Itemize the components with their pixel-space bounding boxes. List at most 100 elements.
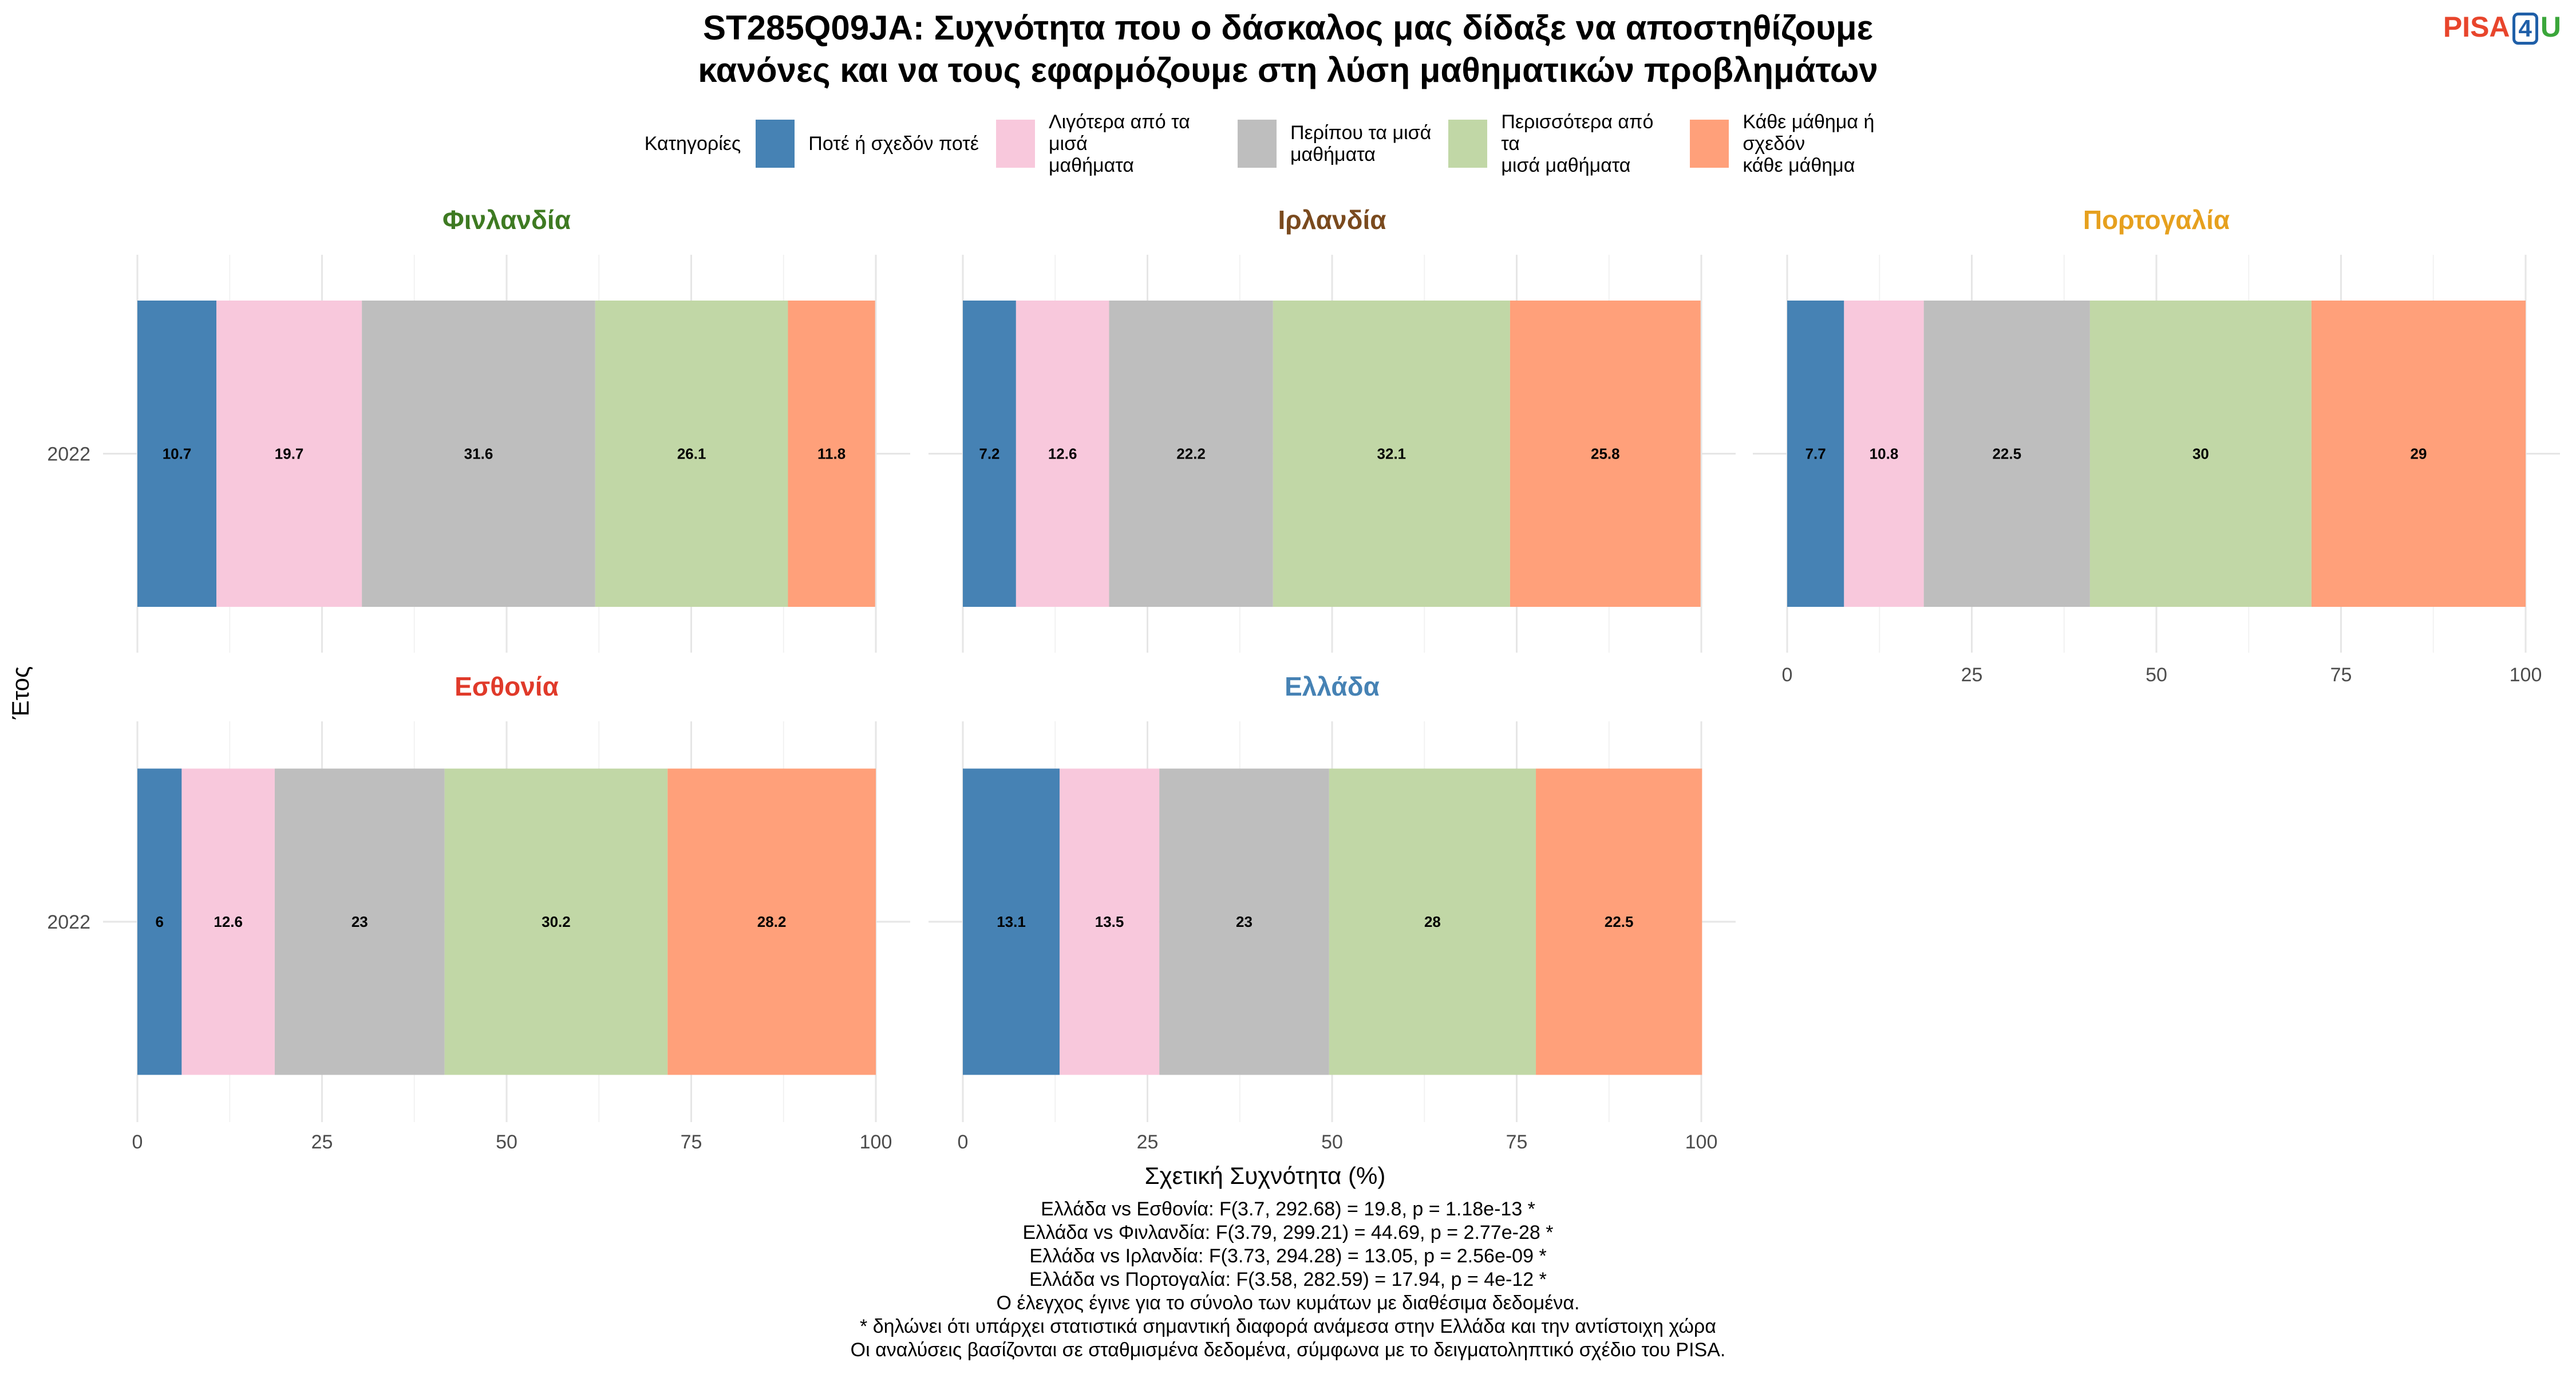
x-tick-label: 0 bbox=[132, 1131, 143, 1153]
bar-segment bbox=[2311, 301, 2526, 607]
data-label: 31.6 bbox=[464, 445, 493, 463]
x-tick-label: 100 bbox=[1685, 1131, 1718, 1153]
legend-item-3: Περίπου τα μισά μαθήματα bbox=[1237, 120, 1432, 168]
data-label: 25.8 bbox=[1591, 445, 1620, 463]
bar-segment bbox=[216, 301, 362, 607]
data-label: 23 bbox=[351, 913, 368, 930]
facet-1: Φινλανδία 10.7 19.7 31.6 26.1 11.8 2022 bbox=[47, 205, 910, 653]
x-tick-label: 100 bbox=[2510, 664, 2542, 686]
bar-segment bbox=[1059, 768, 1160, 1075]
legend-label-3: Περίπου τα μισά μαθήματα bbox=[1290, 122, 1432, 165]
y-axis-title: Έτος bbox=[7, 666, 34, 720]
legend-item-5: Κάθε μάθημα ή σχεδόν κάθε μάθημα bbox=[1690, 111, 1914, 176]
data-label: 22.5 bbox=[1992, 445, 2021, 463]
x-tick-label: 75 bbox=[2330, 664, 2352, 686]
bar-segment bbox=[1510, 301, 1701, 607]
data-label: 13.1 bbox=[997, 913, 1026, 930]
x-tick-label: 25 bbox=[1961, 664, 1983, 686]
faceted-stacked-bar-chart: Φινλανδία 10.7 19.7 31.6 26.1 11.8 2022 Ιρλανδί… bbox=[7, 205, 2560, 1189]
data-label: 29 bbox=[2410, 445, 2427, 463]
legend-item-1: Ποτέ ή σχεδόν ποτέ bbox=[756, 120, 979, 168]
x-tick-label: 50 bbox=[496, 1131, 517, 1153]
bar-segment bbox=[274, 768, 445, 1075]
legend-label-4: Περισσότερα από τα μισά μαθήματα bbox=[1501, 111, 1654, 176]
footer-line-1: Ελλάδα vs Εσθονία: F(3.7, 292.68) = 19.8… bbox=[1041, 1198, 1535, 1220]
bar-segment bbox=[667, 768, 876, 1075]
facet-title: Ιρλανδία bbox=[1278, 205, 1386, 235]
legend-label-5: Κάθε μάθημα ή σχεδόν κάθε μάθημα bbox=[1743, 111, 1875, 176]
data-label: 12.6 bbox=[214, 913, 243, 930]
data-label: 12.6 bbox=[1048, 445, 1077, 463]
data-label: 28 bbox=[1424, 913, 1441, 930]
x-tick-label: 0 bbox=[958, 1131, 969, 1153]
chart-title-line-2: κανόνες και να τους εφαρμόζουμε στη λύση… bbox=[698, 51, 1878, 89]
y-tick-label: 2022 bbox=[47, 911, 90, 933]
legend-label-1: Ποτέ ή σχεδόν ποτέ bbox=[808, 133, 979, 155]
bar-segment bbox=[1109, 301, 1273, 607]
footer-line-6: * δηλώνει ότι υπάρχει στατιστικά σημαντι… bbox=[860, 1316, 1716, 1337]
facet-3: Πορτογαλία 7.7 10.8 22.5 30 29 0 25 50 75 100 bbox=[1753, 205, 2560, 686]
facet-title: Πορτογαλία bbox=[2083, 205, 2230, 235]
legend-key-3 bbox=[1237, 120, 1277, 168]
footer-line-5: Ο έλεγχος έγινε για το σύνολο των κυμάτω… bbox=[996, 1292, 1580, 1314]
bar-segment bbox=[2089, 301, 2312, 607]
x-tick-label: 75 bbox=[1506, 1131, 1528, 1153]
footer-line-7: Οι αναλύσεις βασίζονται σε σταθμισμένα δ… bbox=[850, 1339, 1726, 1361]
x-axis-title: Σχετική Συχνότητα (%) bbox=[1145, 1162, 1386, 1189]
bar-segment bbox=[1787, 301, 1844, 607]
bar-segment bbox=[788, 301, 875, 607]
footer-line-4: Ελλάδα vs Πορτογαλία: F(3.58, 282.59) = … bbox=[1029, 1269, 1547, 1290]
data-label: 10.7 bbox=[163, 445, 192, 463]
legend-item-2: Λιγότερα από τα μισά μαθήματα bbox=[995, 111, 1220, 176]
bar-segment bbox=[137, 768, 182, 1075]
data-label: 32.1 bbox=[1377, 445, 1406, 463]
data-label: 30 bbox=[2192, 445, 2209, 463]
facet-5: Ελλάδα 13.1 13.5 23 28 22.5 0 25 50 75 100 bbox=[929, 672, 1736, 1153]
bar-segment bbox=[963, 768, 1060, 1075]
bar-segment bbox=[1159, 768, 1329, 1075]
bar-segment bbox=[595, 301, 788, 607]
data-label: 22.2 bbox=[1176, 445, 1206, 463]
facet-title: Φινλανδία bbox=[442, 205, 571, 235]
facet-title: Εσθονία bbox=[455, 672, 559, 701]
facet-title: Ελλάδα bbox=[1285, 672, 1380, 701]
legend-title: Κατηγορίες bbox=[644, 132, 741, 155]
data-label: 10.8 bbox=[1870, 445, 1899, 463]
x-tick-label: 75 bbox=[681, 1131, 702, 1153]
legend-key-1 bbox=[756, 120, 795, 168]
chart-title: ST285Q09JA: Συχνότητα που ο δάσκαλος μας… bbox=[0, 7, 2576, 92]
facet-2: Ιρλανδία 7.2 12.6 22.2 32.1 25.8 bbox=[929, 205, 1736, 653]
footer-line-3: Ελλάδα vs Ιρλανδία: F(3.73, 294.28) = 13… bbox=[1029, 1245, 1547, 1267]
legend-item-4: Περισσότερα από τα μισά μαθήματα bbox=[1448, 111, 1673, 176]
logo-pisa-text: PISA bbox=[2443, 11, 2510, 43]
x-tick-label: 25 bbox=[311, 1131, 333, 1153]
bar-segment bbox=[1273, 301, 1510, 607]
bar-segment bbox=[362, 301, 595, 607]
pisa4u-logo: PISA 4 U bbox=[2443, 10, 2561, 45]
legend-key-4 bbox=[1448, 120, 1488, 168]
chart-title-line-1: ST285Q09JA: Συχνότητα που ο δάσκαλος μας… bbox=[702, 9, 1874, 47]
bar-segment bbox=[444, 768, 668, 1075]
data-label: 26.1 bbox=[677, 445, 706, 463]
bar-segment bbox=[181, 768, 275, 1075]
legend: Κατηγορίες Ποτέ ή σχεδόν ποτέ Λιγότερα απ… bbox=[0, 111, 2576, 176]
data-label: 28.2 bbox=[757, 913, 787, 930]
legend-key-2 bbox=[995, 120, 1035, 168]
legend-key-5 bbox=[1690, 120, 1729, 168]
legend-label-2: Λιγότερα από τα μισά μαθήματα bbox=[1048, 111, 1190, 176]
x-tick-label: 50 bbox=[1321, 1131, 1343, 1153]
logo-number: 4 bbox=[2512, 13, 2538, 45]
data-label: 11.8 bbox=[817, 445, 846, 463]
bar-segment bbox=[1536, 768, 1702, 1075]
footer-notes: Ελλάδα vs Εσθονία: F(3.7, 292.68) = 19.8… bbox=[0, 1198, 2576, 1362]
x-tick-label: 25 bbox=[1137, 1131, 1159, 1153]
data-label: 7.7 bbox=[1805, 445, 1826, 463]
bar-segment bbox=[1016, 301, 1109, 607]
x-tick-label: 0 bbox=[1782, 664, 1793, 686]
y-tick-label: 2022 bbox=[47, 444, 90, 465]
x-tick-label: 50 bbox=[2146, 664, 2167, 686]
bar-segment bbox=[137, 301, 217, 607]
data-label: 6 bbox=[155, 913, 163, 930]
data-label: 30.2 bbox=[542, 913, 571, 930]
data-label: 13.5 bbox=[1095, 913, 1124, 930]
